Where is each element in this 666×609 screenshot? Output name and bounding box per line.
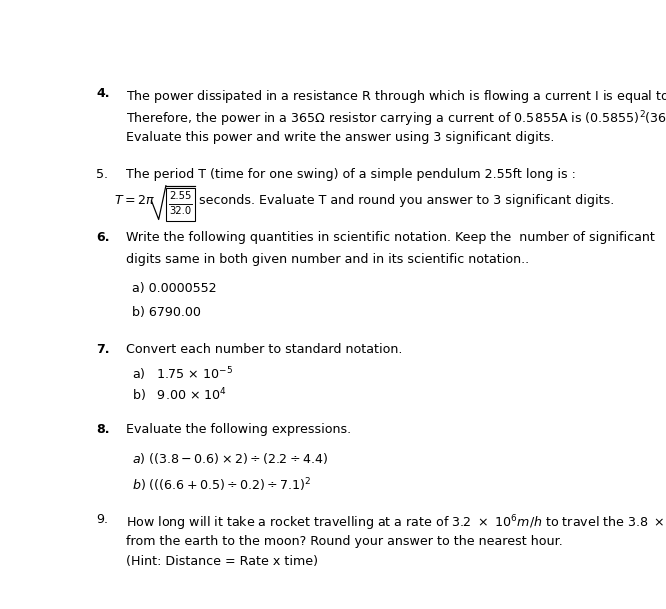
Text: digits same in both given number and in its scientific notation..: digits same in both given number and in … — [126, 253, 529, 266]
Text: 9.: 9. — [96, 513, 108, 526]
Text: 8.: 8. — [96, 423, 110, 435]
Text: a) 0.0000552: a) 0.0000552 — [133, 281, 217, 294]
Text: from the earth to the moon? Round your answer to the nearest hour.: from the earth to the moon? Round your a… — [126, 535, 562, 547]
Text: 2.55: 2.55 — [169, 191, 191, 201]
Text: How long will it take a rocket travelling at a rate of $3.2\ \times\ 10^6 m/h$ t: How long will it take a rocket travellin… — [126, 513, 666, 532]
Text: $a)$ $((3.8 - 0.6) \times 2) \div (2.2 \div 4.4)$: $a)$ $((3.8 - 0.6) \times 2) \div (2.2 \… — [133, 450, 328, 465]
Text: a)   1.75 $\times$ 10$^{-5}$: a) 1.75 $\times$ 10$^{-5}$ — [133, 365, 233, 382]
Text: b) 6790.00: b) 6790.00 — [133, 306, 201, 319]
Text: 5.: 5. — [96, 168, 108, 181]
Text: Write the following quantities in scientific notation. Keep the  number of signi: Write the following quantities in scient… — [126, 231, 654, 244]
Text: $T = 2\pi$: $T = 2\pi$ — [115, 194, 155, 206]
Text: 4.: 4. — [96, 87, 110, 100]
FancyBboxPatch shape — [166, 188, 194, 222]
Text: Convert each number to standard notation.: Convert each number to standard notation… — [126, 343, 402, 356]
Text: b)   9.00 $\times$ 10$^{4}$: b) 9.00 $\times$ 10$^{4}$ — [133, 385, 227, 403]
Text: Therefore, the power in a 365Ω resistor carrying a current of 0.5855A is $(0.585: Therefore, the power in a 365Ω resistor … — [126, 109, 666, 128]
Text: 32.0: 32.0 — [169, 205, 191, 216]
Text: (Hint: Distance = Rate x time): (Hint: Distance = Rate x time) — [126, 554, 318, 568]
Text: The period T (time for one swing) of a simple pendulum 2.55ft long is :: The period T (time for one swing) of a s… — [126, 168, 575, 181]
Text: Evaluate this power and write the answer using 3 significant digits.: Evaluate this power and write the answer… — [126, 131, 554, 144]
Text: seconds. Evaluate T and round you answer to 3 significant digits.: seconds. Evaluate T and round you answer… — [199, 194, 614, 206]
Text: 7.: 7. — [96, 343, 110, 356]
Text: $b)$ $(((6.6 + 0.5) \div 0.2) \div 7.1)^2$: $b)$ $(((6.6 + 0.5) \div 0.2) \div 7.1)^… — [133, 476, 312, 493]
Text: Evaluate the following expressions.: Evaluate the following expressions. — [126, 423, 350, 435]
Text: The power dissipated in a resistance R through which is flowing a current I is e: The power dissipated in a resistance R t… — [126, 87, 666, 107]
Text: 6.: 6. — [96, 231, 110, 244]
